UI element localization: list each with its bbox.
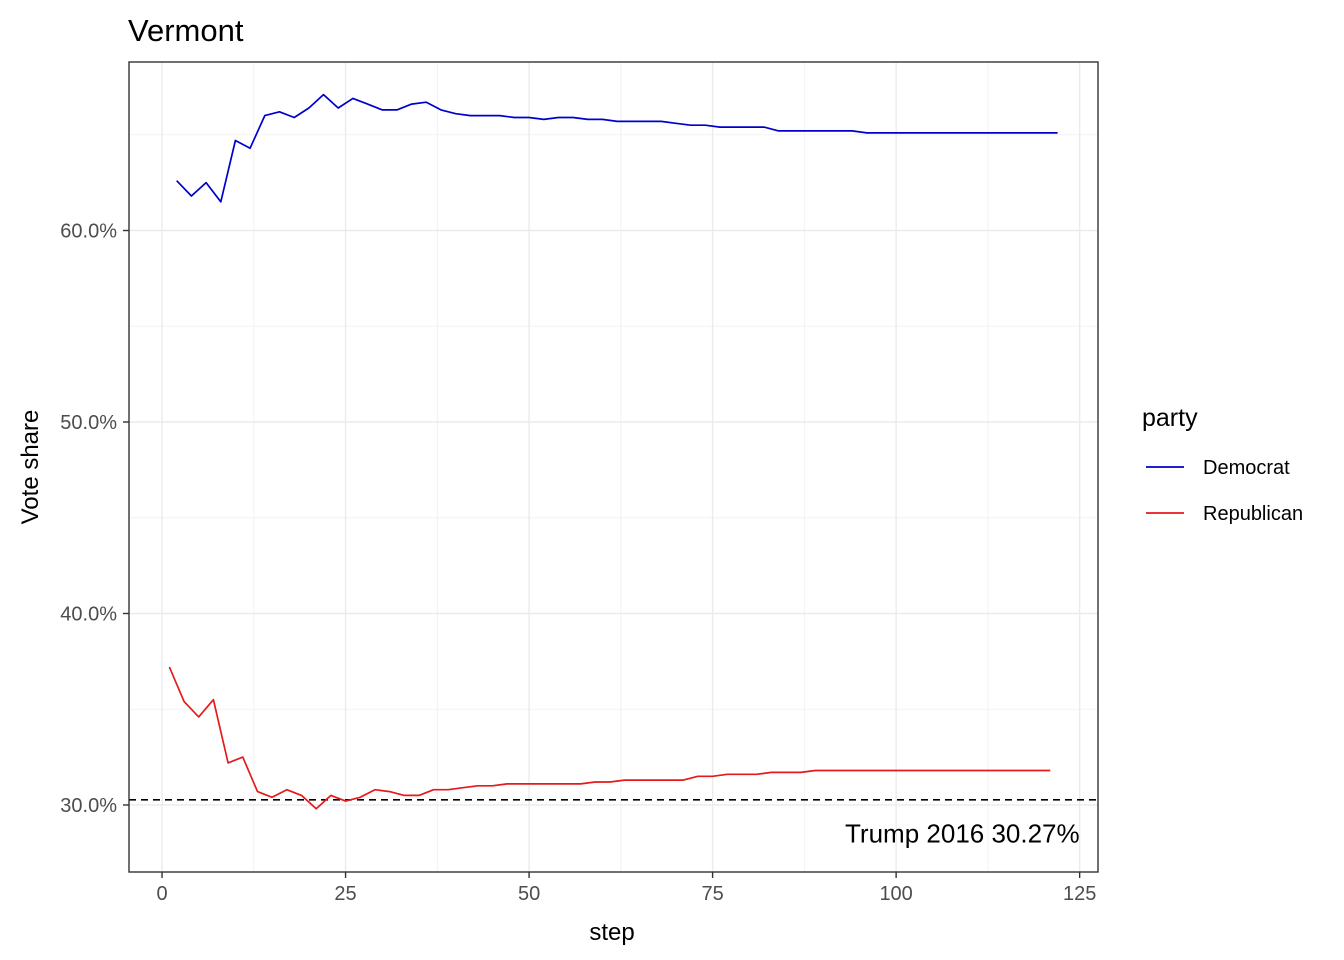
series-line-republican	[168, 666, 1051, 810]
x-tick-label: 75	[701, 883, 723, 905]
x-tick-label: 125	[1063, 883, 1096, 905]
legend-label-republican: Republican	[1203, 503, 1303, 525]
legend: party Democrat Republican	[1142, 404, 1303, 525]
chart-title: Vermont	[128, 13, 244, 48]
legend-title: party	[1142, 404, 1198, 432]
x-tick-label: 50	[518, 883, 540, 905]
y-tick-label: 30.0%	[60, 795, 117, 817]
grid	[129, 62, 1098, 872]
y-tick-label: 40.0%	[60, 603, 117, 625]
reference-annotation: Trump 2016 30.27%	[845, 819, 1080, 849]
legend-label-democrat: Democrat	[1203, 457, 1290, 479]
legend-items: Democrat Republican	[1146, 457, 1303, 525]
x-tick-label: 100	[879, 883, 912, 905]
y-tick-label: 50.0%	[60, 412, 117, 434]
x-axis-ticks: 0 25 50 75 100 125	[156, 872, 1096, 905]
plot-panel-border	[128, 61, 1099, 873]
series-line-democrat	[176, 93, 1058, 203]
y-axis-ticks: 30.0% 40.0% 50.0% 60.0%	[60, 221, 129, 817]
y-axis-title: Vote share	[17, 410, 44, 525]
x-tick-label: 25	[334, 883, 356, 905]
x-axis-title: step	[589, 919, 634, 946]
y-tick-label: 60.0%	[60, 221, 117, 243]
x-tick-label: 0	[156, 883, 167, 905]
series-lines	[168, 93, 1058, 810]
